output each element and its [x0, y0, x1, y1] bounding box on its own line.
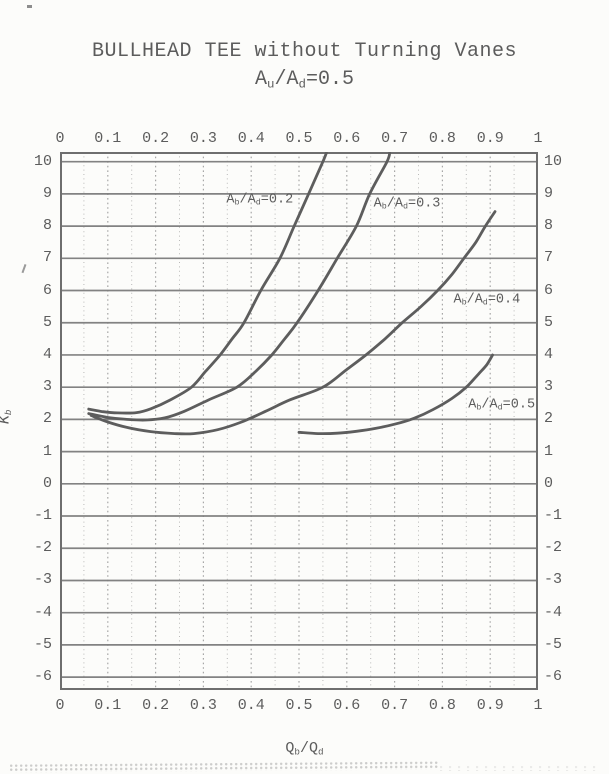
y-tick-label-left: 3	[42, 378, 52, 396]
y-tick-label-left: -1	[33, 507, 52, 525]
y-tick-label-right: -6	[544, 668, 563, 686]
y-tick-label-left: 8	[42, 217, 52, 235]
chart-title: BULLHEAD TEE without Turning Vanes	[91, 40, 518, 63]
y-tick-label-left: 7	[42, 249, 52, 267]
x-tick-label-bottom: 0.4	[237, 697, 265, 714]
x-tick-label-bottom: 0.7	[381, 697, 409, 714]
x-tick-label-top: 0.7	[381, 130, 409, 147]
x-tick-label-top: 0.1	[94, 130, 122, 147]
y-tick-label-right: 7	[544, 249, 554, 267]
y-tick-label-left: 4	[42, 345, 52, 363]
x-tick-label-bottom: 0.6	[333, 697, 361, 714]
x-tick-label-top: 0.6	[333, 130, 361, 147]
x-tick-label-top: 0	[55, 130, 65, 147]
plot-area: Ab/Ad=0.2 Ab/Ad=0.3 Ab/Ad=0.4 Ab/Ad=0.5	[60, 152, 538, 690]
x-tick-label-top: 0.5	[285, 130, 313, 147]
y-tick-label-right: -4	[544, 603, 563, 621]
y-tick-label-left: -4	[33, 603, 52, 621]
y-tick-label-left: -6	[33, 668, 52, 686]
curve-label-ab-ad-0.3: Ab/Ad=0.3	[373, 195, 441, 212]
y-tick-label-left: -3	[33, 571, 52, 589]
y-tick-label-left: -5	[33, 635, 52, 653]
x-axis-title: Qb/Qd	[285, 740, 324, 758]
x-tick-label-top: 0.9	[476, 130, 504, 147]
scan-noise-strip	[440, 766, 600, 771]
y-tick-label-right: 1	[544, 442, 554, 460]
y-tick-label-left: -2	[33, 539, 52, 557]
y-tick-label-right: 0	[544, 474, 554, 492]
x-tick-label-bottom: 0.2	[142, 697, 170, 714]
y-tick-label-left: 6	[42, 281, 52, 299]
y-tick-label-right: 5	[544, 313, 554, 331]
scan-noise-strip	[9, 761, 441, 773]
y-tick-label-right: 8	[544, 217, 554, 235]
y-tick-label-right: 2	[544, 410, 554, 428]
curve-label-ab-ad-0.5: Ab/Ad=0.5	[468, 397, 536, 413]
curve-ab-ad-0.3	[87, 152, 392, 422]
x-tick-label-bottom: 0.5	[285, 697, 313, 714]
y-tick-label-left: 5	[42, 313, 52, 331]
y-tick-label-left: 2	[42, 410, 52, 428]
x-tick-label-top: 0.8	[428, 130, 456, 147]
chart-subtitle: Au/Ad=0.5	[255, 68, 354, 92]
x-tick-label-bottom: 0.3	[189, 697, 217, 714]
x-tick-label-top: 0.4	[237, 130, 265, 147]
curve-label-ab-ad-0.4: Ab/Ad=0.4	[453, 292, 521, 308]
y-tick-label-right: 10	[544, 152, 563, 170]
x-tick-label-bottom: 0.1	[94, 697, 122, 714]
x-tick-label-bottom: 0	[55, 697, 65, 714]
y-tick-label-right: -2	[544, 539, 563, 557]
y-tick-label-left: 10	[33, 152, 52, 170]
y-tick-label-left: 9	[42, 184, 52, 202]
y-tick-label-left: 1	[42, 442, 52, 460]
y-tick-label-right: 9	[544, 184, 554, 202]
x-tick-label-bottom: 1	[533, 697, 543, 714]
curve-ab-ad-0.2	[87, 152, 329, 415]
y-tick-label-right: 3	[544, 378, 554, 396]
x-tick-label-top: 0.2	[142, 130, 170, 147]
y-tick-label-right: -5	[544, 635, 563, 653]
y-tick-label-right: -3	[544, 571, 563, 589]
curve-ab-ad-0.5	[297, 353, 494, 436]
curve-label-ab-ad-0.2: Ab/Ad=0.2	[226, 192, 294, 208]
x-tick-label-top: 1	[533, 130, 543, 147]
x-tick-label-bottom: 0.9	[476, 697, 504, 714]
curve-ab-ad-0.4	[89, 210, 497, 436]
chart-canvas	[60, 152, 538, 690]
y-tick-label-left: 0	[42, 474, 52, 492]
y-tick-label-right: -1	[544, 507, 563, 525]
x-tick-label-bottom: 0.8	[428, 697, 456, 714]
y-tick-label-right: 4	[544, 345, 554, 363]
plot-frame	[60, 152, 538, 690]
y-tick-label-right: 6	[544, 281, 554, 299]
x-tick-label-top: 0.3	[189, 130, 217, 147]
scan-speck	[27, 5, 32, 8]
y-axis-title: Kb	[0, 409, 15, 424]
